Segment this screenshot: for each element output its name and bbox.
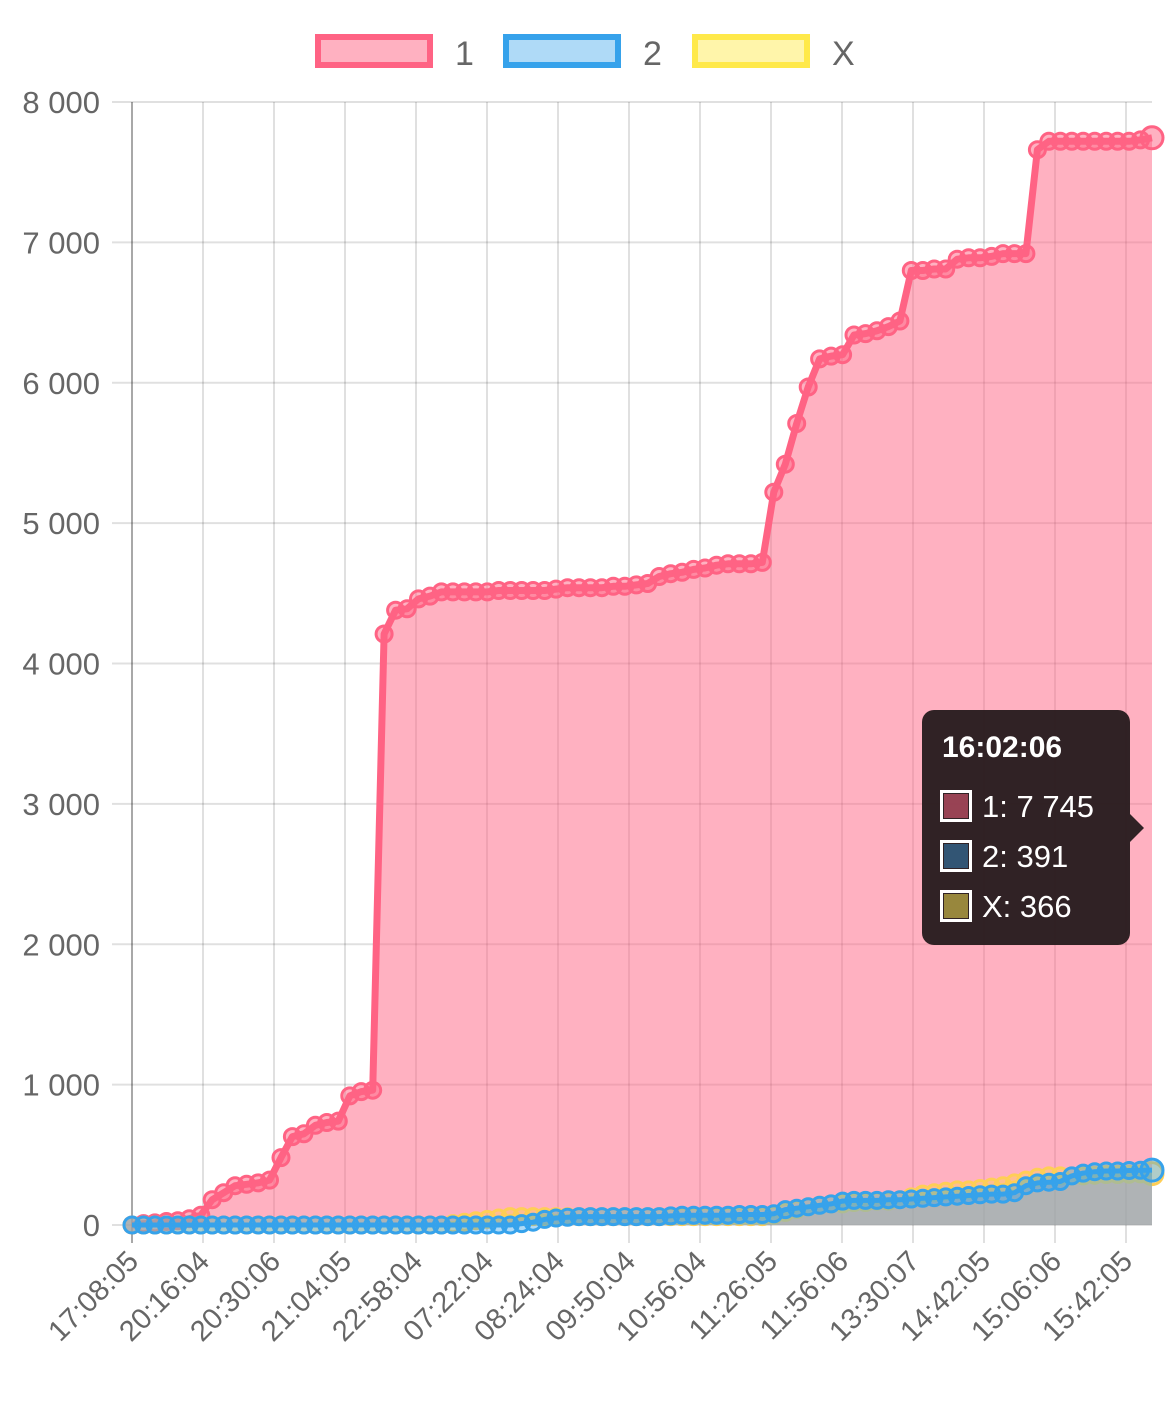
series-area-1 <box>132 137 1152 1225</box>
data-point-1 <box>1016 244 1036 264</box>
legend-swatch-x <box>692 34 810 68</box>
y-tick-label: 8 000 <box>22 85 100 120</box>
data-point-1 <box>374 624 394 644</box>
data-point-1 <box>890 311 910 331</box>
tooltip: 16:02:06 1: 7 745 2: 391 X: 366 <box>922 710 1144 945</box>
data-point-1 <box>1139 125 1165 151</box>
data-point-1 <box>260 1170 279 1190</box>
data-point-1 <box>363 1080 383 1100</box>
data-point-1 <box>328 1111 348 1131</box>
series-area-X <box>132 1173 1152 1225</box>
y-tick-label: 1 000 <box>22 1068 100 1103</box>
y-tick-label: 2 000 <box>22 927 100 962</box>
chart-legend: 1 2 X <box>0 30 1170 80</box>
tooltip-text-2: 2: 391 <box>982 839 1069 874</box>
tooltip-arrow <box>1130 814 1144 842</box>
y-tick-label: 7 000 <box>22 225 100 260</box>
tooltip-row-1: 1: 7 745 <box>940 789 1126 828</box>
tooltip-swatch-2 <box>940 840 972 872</box>
y-tick-label: 4 000 <box>22 647 100 682</box>
legend-swatch-2 <box>503 34 621 68</box>
legend-swatch-1 <box>315 34 433 68</box>
legend-label-2: 2 <box>643 35 662 73</box>
tooltip-text-x: X: 366 <box>982 889 1072 924</box>
legend-label-1: 1 <box>455 35 474 73</box>
data-point-1 <box>775 454 795 474</box>
tooltip-text-1: 1: 7 745 <box>982 789 1095 824</box>
tooltip-row-2: 2: 391 <box>940 839 1126 878</box>
data-point-1 <box>271 1148 291 1168</box>
y-tick-label: 3 000 <box>22 787 100 822</box>
tooltip-title: 16:02:06 <box>942 731 1063 764</box>
y-tick-label: 6 000 <box>22 366 100 401</box>
data-point-1 <box>787 414 807 433</box>
legend-label-x: X <box>832 35 855 73</box>
data-point-1 <box>833 345 853 365</box>
y-tick-label: 0 <box>83 1208 100 1243</box>
tooltip-swatch-x <box>940 890 972 922</box>
data-point-2 <box>1139 1157 1165 1183</box>
series-area-2 <box>132 1170 1152 1225</box>
tooltip-row-x: X: 366 <box>940 889 1126 928</box>
data-point-1 <box>752 552 772 572</box>
series-line-2 <box>132 1167 1153 1228</box>
data-point-1 <box>798 377 818 397</box>
y-tick-label: 5 000 <box>22 506 100 541</box>
data-point-1 <box>764 482 784 502</box>
tooltip-swatch-1 <box>940 790 972 822</box>
